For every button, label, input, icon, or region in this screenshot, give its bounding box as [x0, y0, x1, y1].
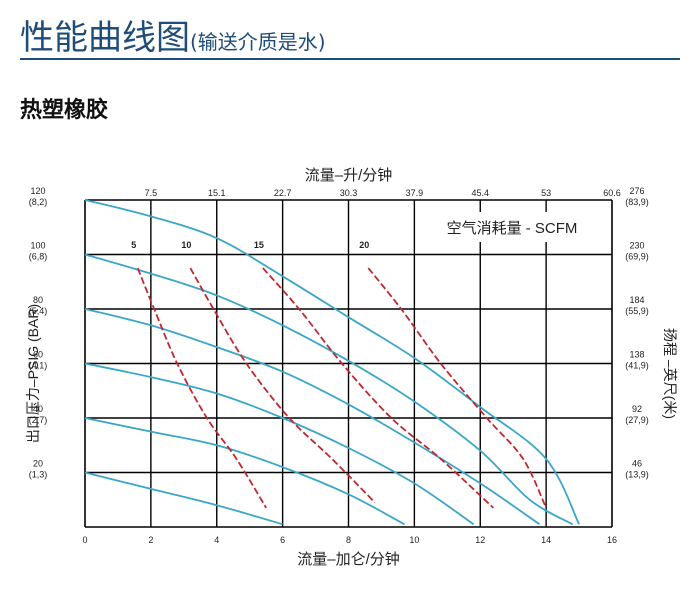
x-tick-label: 10	[409, 535, 419, 545]
header: 性能曲线图(输送介质是水)	[20, 10, 326, 59]
y-tick-label-bar: (6,8)	[29, 252, 48, 262]
y-tick-label: 40	[33, 404, 43, 414]
x-top-tick-label: 15.1	[208, 188, 226, 198]
x-tick-label: 14	[541, 535, 551, 545]
legend-text: 空气消耗量 - SCFM	[447, 220, 578, 237]
x-tick-label: 12	[475, 535, 485, 545]
y-right-tick-label: 46	[632, 459, 642, 469]
air-curve	[189, 267, 376, 504]
x-top-tick-label: 30.3	[340, 188, 358, 198]
pressure-curve	[84, 253, 573, 526]
section-title: 热塑橡胶	[20, 98, 109, 123]
y-tick-label-bar: (8,2)	[29, 197, 48, 207]
y-tick-label: 20	[33, 459, 43, 469]
y-tick-label-bar: (5,4)	[29, 306, 48, 316]
y-right-tick-label-m: (41,9)	[625, 361, 649, 371]
x-top-tick-label: 37.9	[406, 188, 424, 198]
y-tick-label-bar: (4,1)	[29, 361, 48, 371]
y-right-axis-title: 扬程 –英尺(米)	[662, 328, 678, 419]
pressure-curve	[84, 308, 541, 526]
axis-labels: 0 2 4 6 8 10 12 14 167.5 15.1 22.7 30.3 37.9 45.4 53 60…	[25, 167, 678, 568]
air-curve	[367, 267, 547, 509]
y-tick-label: 80	[33, 295, 43, 305]
legend-box	[424, 212, 600, 242]
air-curve-label: 20	[359, 240, 369, 250]
x-top-tick-label: 7.5	[145, 188, 158, 198]
pressure-curve	[84, 471, 283, 526]
air-curve-label: 10	[181, 240, 191, 250]
y-right-tick-label-m: (13,9)	[625, 470, 649, 480]
grid	[84, 199, 613, 528]
y-right-tick-label: 184	[629, 295, 644, 305]
x-axis-title: 流量–加仑/分钟	[297, 551, 400, 568]
x-tick-label: 4	[214, 535, 219, 545]
performance-chart: 5 10 15 20 0 2 4 6 8 10 12 14 167.5 15.1 22.7 30.3 37.9…	[25, 167, 678, 568]
x-tick-label: 16	[607, 535, 617, 545]
air-consumption-curves: 5 10 15 20	[131, 240, 547, 509]
y-right-tick-label: 138	[629, 350, 644, 360]
air-curve	[262, 267, 495, 509]
pressure-curves	[84, 199, 580, 526]
y-tick-label: 120	[30, 186, 45, 196]
page-subtitle: (输送介质是水)	[190, 30, 326, 54]
y-tick-label-bar: (2,7)	[29, 415, 48, 425]
y-right-tick-label: 276	[629, 186, 644, 196]
x-tick-label: 0	[82, 535, 87, 545]
y-tick-label: 60	[33, 350, 43, 360]
y-tick-label-bar: (1,3)	[29, 470, 48, 480]
pressure-curve	[84, 199, 580, 525]
x-top-tick-label: 22.7	[274, 188, 292, 198]
x-top-axis-title: 流量–升/分钟	[305, 167, 393, 184]
y-tick-label: 100	[30, 241, 45, 251]
x-top-tick-label: 45.4	[471, 188, 489, 198]
y-right-tick-label: 92	[632, 404, 642, 414]
air-curve	[136, 267, 267, 509]
y-right-tick-label-m: (69,9)	[625, 252, 649, 262]
y-right-tick-label-m: (55,9)	[625, 306, 649, 316]
page-title: 性能曲线图	[20, 18, 190, 58]
y-right-tick-label: 230	[629, 241, 644, 251]
y-right-tick-label-m: (83,9)	[625, 197, 649, 207]
x-top-tick-label: 53	[541, 188, 551, 198]
title-underline	[20, 58, 680, 60]
y-axis-title: 出口压力–PSIG (BAR)	[25, 304, 41, 443]
x-tick-label: 8	[346, 535, 351, 545]
x-tick-label: 6	[280, 535, 285, 545]
pressure-curve	[84, 417, 405, 526]
x-tick-label: 2	[148, 535, 153, 545]
x-top-tick-label: 60.6	[603, 188, 621, 198]
y-right-tick-label-m: (27,9)	[625, 415, 649, 425]
air-curve-label: 15	[254, 240, 264, 250]
pressure-curve	[84, 362, 475, 526]
air-curve-label: 5	[131, 240, 136, 250]
